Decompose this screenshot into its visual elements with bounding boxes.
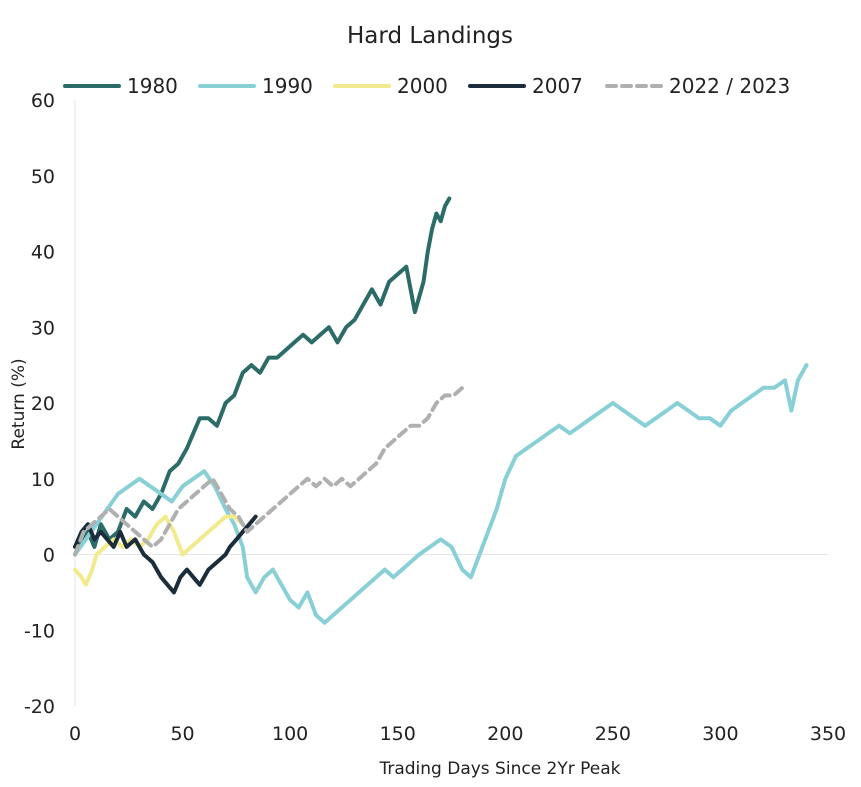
legend-label: 2022 / 2023 xyxy=(669,74,790,98)
y-axis-label: Return (%) xyxy=(9,358,29,449)
x-tick-label: 200 xyxy=(487,723,523,745)
x-tick-label: 150 xyxy=(380,723,416,745)
y-tick-label: 20 xyxy=(31,393,55,415)
x-tick-label: 50 xyxy=(170,723,194,745)
x-tick-label: 350 xyxy=(810,723,846,745)
legend-label: 2000 xyxy=(397,74,448,98)
x-axis-label: Trading Days Since 2Yr Peak xyxy=(378,759,620,779)
legend-label: 1990 xyxy=(262,74,313,98)
y-tick-label: 50 xyxy=(31,166,55,188)
x-tick-label: 100 xyxy=(272,723,308,745)
series-line-1980 xyxy=(73,196,452,557)
y-tick-label: 30 xyxy=(31,317,55,339)
y-tick-label: 40 xyxy=(31,242,55,264)
axes: -20 -10 0 10 20 30 40 50 60 0 50 100 150 200 250 300 350 xyxy=(24,90,846,745)
series-line-2000 xyxy=(73,514,245,587)
x-tick-label: 300 xyxy=(702,723,738,745)
legend-label: 1980 xyxy=(127,74,178,98)
x-tick-label: 250 xyxy=(595,723,631,745)
legend: 1980 1990 2000 2007 2022 / 2023 xyxy=(63,74,790,98)
y-tick-label: 60 xyxy=(31,90,55,112)
legend-label: 2007 xyxy=(532,74,583,98)
y-tick-label: 10 xyxy=(31,469,55,491)
y-tick-label: -20 xyxy=(24,696,55,718)
series-line-2007 xyxy=(73,514,258,595)
chart-title: Hard Landings xyxy=(347,23,513,49)
x-tick-label: 0 xyxy=(69,723,81,745)
series-line-1990 xyxy=(73,363,809,625)
y-tick-label: 0 xyxy=(43,545,55,567)
series-line-2022-2023 xyxy=(73,385,465,557)
series-layer xyxy=(73,196,809,625)
y-tick-label: -10 xyxy=(24,620,55,642)
